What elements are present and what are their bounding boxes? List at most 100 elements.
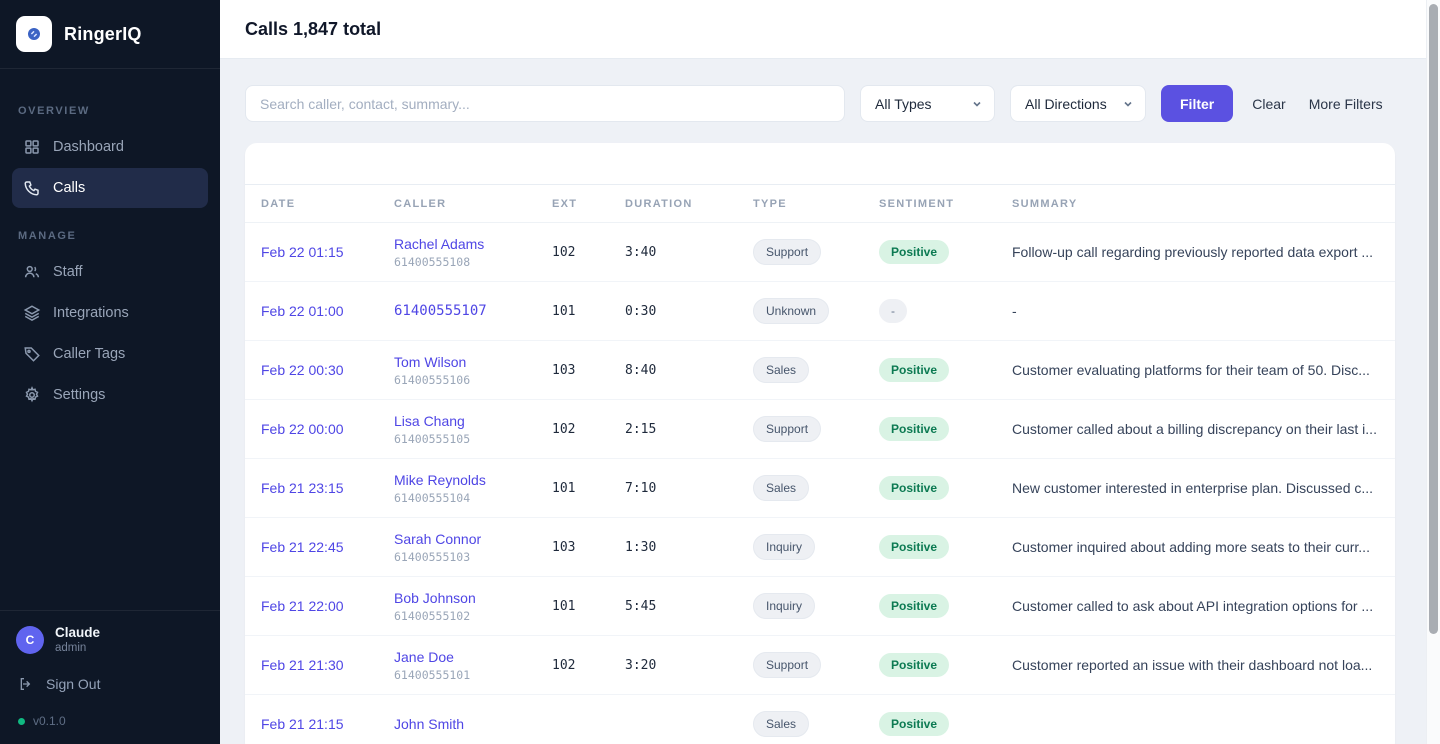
user-row[interactable]: C Claude admin xyxy=(16,625,204,656)
filter-button[interactable]: Filter xyxy=(1161,85,1234,122)
table-row[interactable]: Feb 21 22:00 Bob Johnson 61400555102 101 5:4… xyxy=(245,576,1395,636)
cell-ext: 103 xyxy=(552,340,625,400)
cell-caller: Lisa Chang 61400555105 xyxy=(394,399,552,459)
call-date-link[interactable]: Feb 22 01:00 xyxy=(261,303,344,319)
cell-duration: 8:40 xyxy=(625,340,753,400)
cell-date: Feb 21 22:00 xyxy=(245,576,394,636)
cell-duration: 5:45 xyxy=(625,576,753,636)
caller-name-link[interactable]: Bob Johnson xyxy=(394,589,476,606)
cell-ext: 102 xyxy=(552,635,625,695)
cell-type: Unknown xyxy=(753,281,879,341)
sidebar-item-integrations[interactable]: Integrations xyxy=(12,293,208,333)
user-role: admin xyxy=(55,642,87,655)
chevron-down-icon xyxy=(973,101,981,107)
sidebar-item-dashboard[interactable]: Dashboard xyxy=(12,127,208,167)
sentiment-badge: - xyxy=(879,298,907,324)
sidebar-item-label: Dashboard xyxy=(53,139,124,155)
cell-date: Feb 22 00:00 xyxy=(245,399,394,459)
cell-sentiment: - xyxy=(879,281,1012,341)
table-row[interactable]: Feb 21 21:15 John Smith Sales Positive xyxy=(245,694,1395,744)
sentiment-badge: Positive xyxy=(879,652,950,678)
caller-name-link[interactable]: John Smith xyxy=(394,716,465,732)
sidebar: RingerIQ OVERVIEW Dashboard Calls MANAGE Sta… xyxy=(0,0,220,744)
cell-duration: 0:30 xyxy=(625,281,753,341)
cell-date: Feb 21 22:45 xyxy=(245,517,394,577)
scrollbar-thumb[interactable] xyxy=(1429,4,1438,634)
caller-name-link[interactable]: Sarah Connor xyxy=(394,530,482,547)
main-area: Calls 1,847 total All Types All Directio… xyxy=(220,0,1440,744)
sidebar-item-caller-tags[interactable]: Caller Tags xyxy=(12,334,208,374)
tag-icon xyxy=(23,345,41,363)
table-card-toolbar xyxy=(245,143,1395,185)
call-date-link[interactable]: Feb 22 00:00 xyxy=(261,421,344,437)
caller-name-link[interactable]: Rachel Adams xyxy=(394,235,485,252)
column-header-duration: Duration xyxy=(625,185,753,223)
table-header-row: Date Caller Ext Duration Type Sentiment Summar… xyxy=(245,185,1395,223)
table-row[interactable]: Feb 22 01:15 Rachel Adams 61400555108 102 3:… xyxy=(245,222,1395,282)
clear-button[interactable]: Clear xyxy=(1248,90,1289,118)
type-badge: Inquiry xyxy=(753,592,816,620)
caller-phone: 61400555102 xyxy=(394,608,471,623)
avatar: C xyxy=(16,626,44,655)
caller-phone: 61400555106 xyxy=(394,372,471,387)
cell-caller: Bob Johnson 61400555102 xyxy=(394,576,552,636)
nav-section-label: OVERVIEW xyxy=(18,105,90,117)
sentiment-badge: Positive xyxy=(879,475,950,501)
layers-icon xyxy=(23,304,41,322)
type-badge: Inquiry xyxy=(753,533,816,561)
sidebar-item-settings[interactable]: Settings xyxy=(12,375,208,415)
sentiment-badge: Positive xyxy=(879,534,950,560)
gear-icon xyxy=(23,386,41,404)
call-date-link[interactable]: Feb 21 23:15 xyxy=(261,480,344,496)
cell-ext: 102 xyxy=(552,399,625,459)
search-input[interactable] xyxy=(245,85,845,122)
call-date-link[interactable]: Feb 21 22:45 xyxy=(261,539,344,555)
caller-name-link[interactable]: 61400555107 xyxy=(394,303,487,319)
caller-phone: 61400555104 xyxy=(394,490,471,505)
call-date-link[interactable]: Feb 22 01:15 xyxy=(261,244,344,260)
app-title: RingerIQ xyxy=(64,23,142,44)
caller-phone: 61400555108 xyxy=(394,254,471,269)
caller-name-link[interactable]: Jane Doe xyxy=(394,648,454,665)
type-filter-select[interactable]: All Types xyxy=(860,85,995,122)
sign-out-button[interactable]: Sign Out xyxy=(18,676,204,692)
call-date-link[interactable]: Feb 21 21:30 xyxy=(261,657,344,673)
sidebar-item-staff[interactable]: Staff xyxy=(12,252,208,292)
table-row[interactable]: Feb 21 23:15 Mike Reynolds 61400555104 101 7… xyxy=(245,458,1395,518)
cell-summary: New customer interested in enterprise pl… xyxy=(1012,458,1395,518)
cell-type: Inquiry xyxy=(753,517,879,577)
cell-date: Feb 22 00:30 xyxy=(245,340,394,400)
call-date-link[interactable]: Feb 21 21:15 xyxy=(261,716,344,732)
direction-filter-select[interactable]: All Directions xyxy=(1010,85,1146,122)
cell-sentiment: Positive xyxy=(879,399,1012,459)
calls-table: Date Caller Ext Duration Type Sentiment Summar… xyxy=(245,185,1395,744)
table-row[interactable]: Feb 21 21:30 Jane Doe 61400555101 102 3:20 Su… xyxy=(245,635,1395,695)
call-date-link[interactable]: Feb 22 00:30 xyxy=(261,362,344,378)
cell-summary: Customer reported an issue with their da… xyxy=(1012,635,1395,695)
table-row[interactable]: Feb 22 00:30 Tom Wilson 61400555106 103 8:40… xyxy=(245,340,1395,400)
summary-text: Customer inquired about adding more seat… xyxy=(1012,539,1370,555)
more-filters-button[interactable]: More Filters xyxy=(1305,90,1387,118)
column-header-caller: Caller xyxy=(394,185,552,223)
cell-sentiment: Positive xyxy=(879,635,1012,695)
caller-name-link[interactable]: Mike Reynolds xyxy=(394,471,486,488)
users-icon xyxy=(23,263,41,281)
caller-phone: 61400555103 xyxy=(394,549,471,564)
sidebar-item-label: Settings xyxy=(53,387,106,403)
table-row[interactable]: Feb 22 00:00 Lisa Chang 61400555105 102 2:15… xyxy=(245,399,1395,459)
cell-date: Feb 21 23:15 xyxy=(245,458,394,518)
table-row[interactable]: Feb 22 01:00 61400555107 101 0:30 Unknown - - xyxy=(245,281,1395,341)
call-date-link[interactable]: Feb 21 22:00 xyxy=(261,598,344,614)
table-row[interactable]: Feb 21 22:45 Sarah Connor 61400555103 103 1:… xyxy=(245,517,1395,577)
cell-sentiment: Positive xyxy=(879,576,1012,636)
type-badge: Unknown xyxy=(753,297,830,325)
caller-name-link[interactable]: Lisa Chang xyxy=(394,412,465,429)
sign-out-icon xyxy=(18,676,34,692)
sidebar-item-calls[interactable]: Calls xyxy=(12,168,208,208)
type-filter-value: All Types xyxy=(875,95,932,112)
cell-caller: Rachel Adams 61400555108 xyxy=(394,222,552,282)
page-title: Calls 1,847 total xyxy=(245,18,382,39)
caller-name-link[interactable]: Tom Wilson xyxy=(394,353,467,370)
window-scrollbar[interactable] xyxy=(1426,0,1440,744)
summary-text: Customer reported an issue with their da… xyxy=(1012,657,1373,673)
